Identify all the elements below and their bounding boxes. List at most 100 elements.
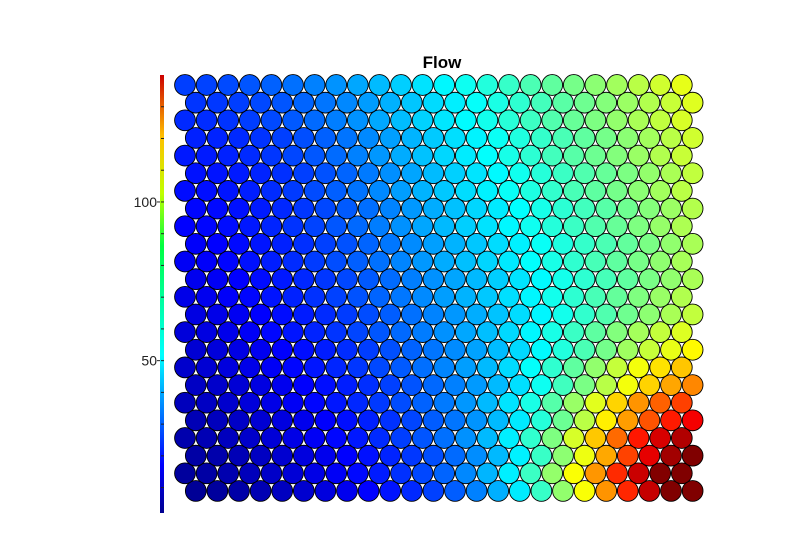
som-cell — [282, 215, 304, 238]
som-cell — [627, 462, 650, 485]
som-cell — [476, 285, 499, 308]
som-cell — [292, 480, 315, 502]
som-cell — [573, 374, 596, 396]
som-cell — [368, 321, 391, 343]
som-cell — [303, 74, 326, 96]
som-cell — [519, 285, 542, 308]
som-cell — [292, 338, 315, 361]
som-cell — [606, 215, 628, 238]
som-cell — [228, 197, 250, 220]
som-cell — [476, 74, 499, 96]
som-cell — [627, 427, 650, 449]
som-cell — [465, 162, 488, 185]
som-cell — [195, 462, 218, 485]
som-cell — [433, 215, 456, 238]
som-cell — [346, 250, 369, 273]
som-cell — [325, 356, 348, 379]
som-cell — [444, 338, 466, 361]
som-cell — [595, 303, 618, 326]
som-cell — [292, 233, 315, 255]
som-cell — [292, 162, 315, 185]
som-cell — [206, 127, 229, 149]
som-cell — [454, 180, 477, 202]
som-cell — [400, 338, 423, 361]
som-cell — [649, 215, 672, 238]
som-cell — [325, 109, 348, 132]
som-cell — [660, 268, 682, 290]
som-cell — [530, 444, 553, 467]
som-cell — [552, 409, 574, 432]
som-cell — [508, 233, 531, 255]
som-cell — [379, 480, 402, 502]
som-cell — [400, 233, 423, 255]
som-cell — [174, 427, 196, 449]
som-cell — [390, 250, 412, 273]
som-cell — [444, 303, 466, 326]
som-cell — [508, 303, 531, 326]
som-cell — [346, 180, 369, 202]
som-cell — [595, 197, 618, 220]
som-cell — [379, 268, 402, 290]
som-cell — [552, 374, 574, 396]
som-cell — [314, 197, 337, 220]
som-cell — [303, 391, 326, 414]
som-cell — [379, 303, 402, 326]
som-cell — [670, 462, 693, 485]
som-cell — [206, 91, 229, 114]
som-cell — [487, 233, 510, 255]
som-cell — [174, 356, 196, 379]
som-cell — [228, 444, 250, 467]
som-cell — [433, 74, 456, 96]
som-cell — [292, 197, 315, 220]
som-cell — [282, 356, 304, 379]
som-cell — [271, 338, 294, 361]
som-cell — [228, 303, 250, 326]
som-cell — [174, 321, 196, 343]
som-cell — [433, 321, 456, 343]
som-cell — [627, 144, 650, 167]
som-cell — [282, 180, 304, 202]
som-cell — [454, 462, 477, 485]
som-cell — [368, 180, 391, 202]
som-cell — [606, 356, 628, 379]
som-cell — [184, 91, 207, 114]
som-cell — [595, 374, 618, 396]
som-cell — [584, 180, 607, 202]
som-cell — [498, 427, 520, 449]
som-cell — [508, 480, 531, 502]
som-cell — [206, 480, 229, 502]
som-cell — [411, 109, 434, 132]
som-cell — [368, 391, 391, 414]
som-cell — [595, 233, 618, 255]
som-cell — [379, 338, 402, 361]
som-cell — [660, 91, 682, 114]
som-cell — [552, 91, 574, 114]
som-cell — [616, 409, 639, 432]
som-cell — [519, 215, 542, 238]
som-cell — [519, 109, 542, 132]
som-cell — [681, 444, 704, 467]
som-cell — [336, 409, 358, 432]
som-cell — [357, 480, 380, 502]
som-cell — [530, 480, 553, 502]
som-cell — [238, 215, 261, 238]
som-cell — [422, 444, 445, 467]
som-cell — [411, 144, 434, 167]
som-cell — [487, 91, 510, 114]
som-cell — [681, 338, 704, 361]
som-cell — [422, 127, 445, 149]
som-cell — [454, 109, 477, 132]
som-cell — [519, 462, 542, 485]
som-cell — [390, 74, 412, 96]
som-cell — [562, 109, 585, 132]
som-cell — [411, 215, 434, 238]
som-cell — [217, 215, 240, 238]
som-cell — [379, 127, 402, 149]
som-cell — [627, 250, 650, 273]
som-cell — [292, 91, 315, 114]
som-cell — [271, 91, 294, 114]
som-cell — [217, 180, 240, 202]
som-cell — [228, 480, 250, 502]
som-cell — [552, 268, 574, 290]
som-cell — [433, 356, 456, 379]
